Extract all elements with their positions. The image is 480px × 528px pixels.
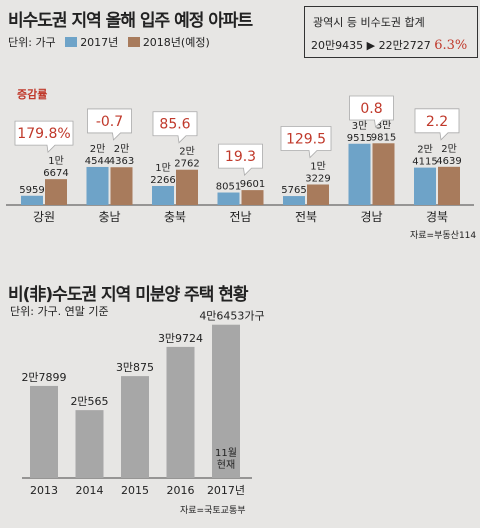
bar-label-2017년: 4만6453가구	[199, 310, 264, 323]
bar-2017-충남	[86, 166, 109, 205]
bar-2018-전북	[307, 184, 329, 205]
rate-label-충북: 85.6	[159, 117, 190, 133]
category-label: 전북	[295, 210, 317, 224]
bar-label-2018-충북: 2만 2762	[174, 146, 199, 170]
bar-label-2018-전북: 1만 3229	[305, 160, 330, 184]
category-label: 충북	[164, 210, 186, 224]
bar-label-2017-전남: 8051	[216, 182, 241, 193]
bar-2017-전남	[217, 192, 240, 205]
bar-label-2017-강원: 5959	[19, 185, 44, 196]
summary-box: 광역시 등 비수도권 합계 20만9435 ▶ 22만2727 6.3%	[304, 6, 478, 58]
bar-2013	[30, 385, 58, 478]
rate-callout	[414, 108, 460, 141]
rate-callout	[349, 95, 394, 128]
chart2-source: 자료=국토교통부	[180, 506, 246, 516]
summary-title: 광역시 등 비수도권 합계	[313, 16, 425, 29]
bar-label-2017-경북: 2만 4115	[412, 144, 437, 168]
bar-label-2016: 3만9724	[158, 332, 203, 345]
year-label: 2017년	[207, 484, 245, 497]
legend-label-2017: 2017년	[80, 36, 119, 49]
category-label: 충남	[98, 210, 120, 224]
summary-arrow: ▶	[366, 39, 376, 52]
chart2-unit-label: 단위: 가구. 연말 기준	[10, 305, 109, 318]
rate-caption: 증감률	[17, 88, 48, 101]
bar-label-2018-전남: 9601	[240, 179, 265, 190]
bar-2017-충북	[152, 185, 174, 205]
bar-2017-경북	[414, 167, 436, 205]
category-label: 전남	[229, 210, 251, 224]
category-label: 강원	[33, 210, 55, 224]
rate-callout	[218, 143, 263, 176]
year-label: 2014	[76, 484, 104, 497]
bar-label-2018-경북: 2만 4639	[436, 143, 461, 167]
bar-2018-강원	[45, 179, 67, 205]
year-label: 2013	[30, 484, 58, 497]
legend-swatch-2017	[65, 37, 78, 47]
legend-label-2018: 2018년(예정)	[142, 36, 210, 49]
chart1-title: 비수도권 지역 올해 입주 예정 아파트	[8, 11, 253, 31]
chart1-unit-label: 단위: 가구	[8, 36, 56, 49]
rate-label-경남: 0.8	[360, 101, 382, 117]
bar-2018-전남	[241, 190, 264, 205]
bar-2016	[166, 346, 195, 478]
bar-label-2017-충남: 2만 4544	[85, 143, 110, 167]
rate-callout	[14, 120, 74, 154]
bar-label-2015: 3만875	[116, 361, 154, 374]
chart1-source: 자료=부동산114	[410, 231, 477, 241]
category-label: 경북	[426, 210, 448, 224]
chart2-title: 비(非)수도권 지역 미분양 주택 현황	[8, 285, 249, 305]
summary-from: 20만9435	[311, 39, 364, 52]
bar-label-2018-충남: 2만 4363	[109, 143, 134, 167]
rate-label-전북: 129.5	[286, 131, 326, 147]
year-label: 2015	[121, 484, 149, 497]
rate-callout	[87, 108, 132, 141]
bar-2018-충남	[110, 167, 133, 205]
bar-2017-강원	[21, 195, 43, 205]
summary-to: 22만2727	[378, 39, 431, 52]
bar-2017년	[212, 324, 240, 478]
rate-label-경북: 2.2	[426, 114, 448, 130]
category-label: 경남	[360, 210, 382, 224]
bar-label-2017-전북: 5765	[281, 185, 306, 196]
rate-callout	[280, 126, 332, 159]
legend-swatch-2018	[127, 37, 140, 47]
bar-2018-충북	[176, 169, 198, 205]
bar-label-2017-충북: 1만 2266	[150, 162, 175, 186]
bar-2015	[121, 376, 149, 478]
chart1-legend: 단위: 가구 2017년 2018년(예정)	[8, 34, 210, 50]
year-label: 2016	[167, 484, 195, 497]
bar-2014	[75, 410, 104, 478]
bar-label-2017-경남: 3만 9515	[347, 120, 372, 144]
rate-label-강원: 179.8%	[17, 126, 70, 142]
bar-label-2014: 2만565	[70, 395, 108, 408]
summary-values: 20만9435 ▶ 22만2727 6.3%	[311, 37, 467, 53]
bar-2018-경북	[438, 166, 460, 205]
bar-2017-경남	[348, 143, 371, 205]
bar-2018-경남	[372, 143, 395, 205]
summary-rate: 6.3%	[434, 38, 468, 53]
rate-label-충남: -0.7	[96, 114, 123, 130]
rate-callout	[152, 111, 198, 144]
bar-2017-전북	[283, 196, 305, 205]
rate-label-전남: 19.3	[225, 149, 256, 165]
bar-label-2013: 2만7899	[21, 371, 66, 384]
bar-label-2018-강원: 1만 6674	[43, 155, 68, 179]
annotation-nov: 11월 현재	[215, 447, 237, 471]
